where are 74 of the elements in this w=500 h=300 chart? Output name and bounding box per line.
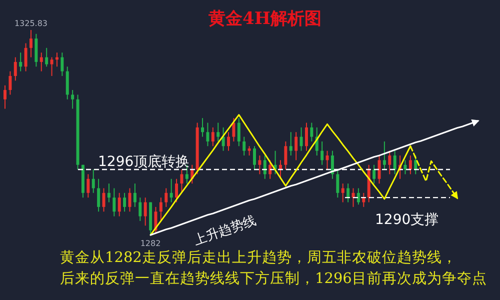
candlestick bbox=[378, 154, 381, 184]
candlestick bbox=[107, 183, 110, 203]
candlestick bbox=[284, 140, 288, 170]
candlestick bbox=[29, 30, 32, 58]
candlestick bbox=[211, 126, 214, 147]
candlestick bbox=[393, 150, 396, 175]
candlestick bbox=[320, 140, 324, 166]
candlestick bbox=[336, 169, 340, 198]
candlestick bbox=[60, 52, 64, 76]
candlestick bbox=[341, 183, 344, 203]
candlestick bbox=[24, 42, 28, 72]
candlestick bbox=[216, 122, 220, 142]
candlestick bbox=[382, 140, 386, 170]
candlestick bbox=[248, 146, 251, 156]
candlestick bbox=[326, 150, 329, 170]
candlestick bbox=[14, 56, 17, 82]
candlestick bbox=[133, 183, 136, 208]
candlestick bbox=[258, 154, 262, 175]
candlestick bbox=[170, 178, 173, 203]
candlestick bbox=[227, 132, 230, 152]
candlestick bbox=[404, 160, 407, 175]
candlestick bbox=[263, 154, 266, 180]
candlestick bbox=[19, 52, 22, 72]
text: 上升趋势线 bbox=[192, 213, 258, 249]
candlestick bbox=[71, 90, 74, 110]
candlestick bbox=[164, 188, 168, 208]
candlestick bbox=[40, 52, 43, 72]
candlestick bbox=[102, 188, 106, 212]
candlestick bbox=[300, 126, 303, 152]
ref-line-label: 1290支撑 bbox=[375, 212, 439, 228]
candlestick bbox=[268, 160, 272, 180]
candlestick bbox=[8, 70, 12, 96]
candlestick bbox=[362, 192, 366, 208]
annotation: 1282 bbox=[140, 239, 161, 248]
chart-title: 黄金4H解析图 bbox=[208, 9, 322, 29]
candlestick bbox=[222, 126, 225, 152]
ref-line-label: 1296顶底转换 bbox=[98, 154, 190, 170]
text: 后来的反弹一直在趋势线线下方压制，1296目前再次成为争夺点 bbox=[60, 270, 487, 287]
candlestick bbox=[346, 183, 350, 203]
candlestick bbox=[159, 197, 162, 222]
annotation: 1325.83 bbox=[14, 19, 48, 28]
candlestick bbox=[237, 118, 240, 147]
candlestick bbox=[330, 150, 334, 180]
candlestick bbox=[45, 47, 48, 68]
candlestick bbox=[201, 118, 204, 138]
candlestick bbox=[252, 146, 256, 170]
candlestick bbox=[414, 154, 418, 175]
candlestick bbox=[242, 136, 246, 156]
candlestick bbox=[310, 122, 314, 142]
candlestick bbox=[304, 122, 308, 152]
candlestick bbox=[92, 169, 95, 194]
candlestick bbox=[50, 56, 54, 76]
candlestick bbox=[294, 132, 298, 161]
candlestick bbox=[97, 178, 100, 212]
candlestick bbox=[144, 197, 147, 226]
text: 黄金从1282走反弹后走出上升趋势，周五非农破位趋势线， bbox=[60, 249, 457, 266]
candlestick bbox=[4, 84, 6, 110]
candlestick bbox=[66, 66, 69, 100]
candlestick bbox=[388, 150, 392, 175]
candlestick bbox=[123, 192, 126, 212]
candlestick bbox=[112, 188, 116, 217]
candlestick bbox=[180, 169, 184, 194]
candlestick bbox=[289, 132, 292, 156]
candlestick bbox=[128, 188, 132, 212]
candlestick bbox=[372, 164, 376, 184]
candlestick bbox=[34, 33, 38, 68]
candlestick bbox=[206, 122, 210, 147]
candlestick bbox=[356, 188, 360, 206]
candlestick bbox=[408, 154, 412, 175]
candlestick bbox=[138, 197, 142, 222]
candlestick bbox=[86, 174, 90, 198]
candlestick bbox=[118, 192, 121, 217]
candlestick bbox=[232, 118, 236, 142]
candlestick bbox=[175, 178, 178, 203]
